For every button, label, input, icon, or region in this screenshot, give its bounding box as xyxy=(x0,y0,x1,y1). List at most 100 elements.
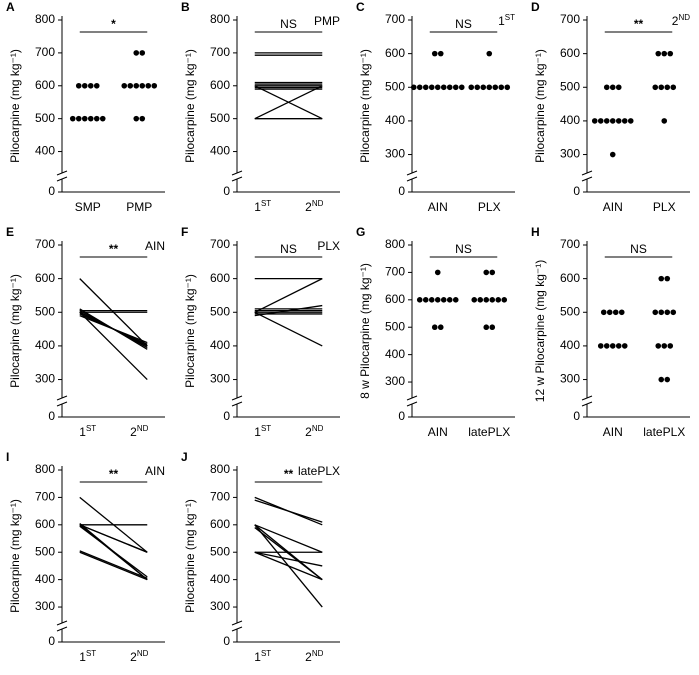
paired-line xyxy=(79,313,148,345)
data-point xyxy=(416,84,423,91)
data-point xyxy=(486,84,493,91)
y-tick-label: 0 xyxy=(48,634,55,648)
data-point xyxy=(93,82,100,89)
x-tick-label: AIN xyxy=(428,200,448,214)
data-point xyxy=(655,343,662,349)
axis-break xyxy=(56,395,68,401)
data-point xyxy=(483,297,490,303)
data-point xyxy=(99,115,106,122)
y-tick-label: 500 xyxy=(560,304,580,318)
y-tick-label: 0 xyxy=(573,184,580,198)
y-tick-label: 500 xyxy=(210,304,230,318)
data-point xyxy=(603,343,610,349)
y-tick-label: 500 xyxy=(210,544,230,558)
y-tick-label: 700 xyxy=(210,490,230,504)
text-part: 2 xyxy=(305,200,312,214)
y-tick-label: 800 xyxy=(385,237,405,251)
data-point xyxy=(606,309,613,316)
data-point xyxy=(615,343,622,349)
data-point xyxy=(498,84,505,91)
y-tick-label: 0 xyxy=(398,409,405,423)
data-point xyxy=(658,275,665,282)
significance-label: ** xyxy=(109,242,119,256)
text-part: 1 xyxy=(254,650,261,664)
y-tick-label: 600 xyxy=(35,271,55,285)
data-point xyxy=(597,118,604,124)
y-tick-label: 600 xyxy=(385,292,405,306)
text-part: 1 xyxy=(254,425,261,439)
axis-break xyxy=(56,170,68,176)
axis-break xyxy=(581,401,593,407)
y-axis-label: Pilocarpine (mg kg⁻¹) xyxy=(183,274,197,388)
data-point xyxy=(652,84,659,91)
x-tick-label: 2ND xyxy=(305,424,323,440)
panel-label: C xyxy=(356,0,365,14)
data-point xyxy=(446,297,453,303)
superscript: ND xyxy=(137,424,149,433)
data-point xyxy=(609,118,616,124)
y-tick-label: 500 xyxy=(385,319,405,333)
y-tick-label: 400 xyxy=(210,572,230,586)
data-point xyxy=(133,82,140,89)
x-tick-label: PLX xyxy=(653,200,676,214)
data-point xyxy=(452,297,459,303)
y-tick-label: 300 xyxy=(210,599,230,613)
axis-break xyxy=(231,176,243,182)
y-tick-label: 700 xyxy=(385,12,405,26)
y-tick-label: 500 xyxy=(35,304,55,318)
x-tick-label: 1ST xyxy=(254,649,271,665)
data-point xyxy=(489,324,496,331)
y-axis-label: Pilocarpine (mg kg⁻¹) xyxy=(8,274,22,388)
y-tick-label: 500 xyxy=(35,111,55,125)
data-point xyxy=(480,84,487,91)
paired-line xyxy=(79,550,148,579)
data-point xyxy=(670,309,677,316)
data-point xyxy=(477,297,484,303)
axis-break xyxy=(581,395,593,401)
data-point xyxy=(431,50,438,57)
axis-break xyxy=(581,170,593,176)
y-axis-label: Pilocarpine (mg kg⁻¹) xyxy=(533,49,547,163)
data-point xyxy=(440,84,447,91)
paired-line xyxy=(254,311,323,347)
data-point xyxy=(93,115,100,122)
significance-label: ** xyxy=(109,467,119,481)
y-tick-label: 600 xyxy=(385,46,405,60)
significance-label: NS xyxy=(630,242,647,256)
y-tick-label: 600 xyxy=(35,517,55,531)
data-point xyxy=(661,118,668,124)
data-point xyxy=(81,82,88,89)
axis-break xyxy=(231,401,243,407)
y-tick-label: 300 xyxy=(210,372,230,386)
y-tick-label: 0 xyxy=(573,409,580,423)
text-part: 1 xyxy=(79,425,86,439)
data-point xyxy=(661,343,668,349)
data-point xyxy=(133,115,140,122)
paired-line xyxy=(254,499,323,523)
data-point xyxy=(486,50,493,57)
data-point xyxy=(667,343,674,349)
y-tick-label: 400 xyxy=(385,113,405,127)
axis-break xyxy=(231,620,243,626)
paired-line xyxy=(254,524,323,608)
x-tick-label: PMP xyxy=(126,200,152,214)
axis-break xyxy=(406,395,418,401)
data-point xyxy=(139,50,146,56)
axis-break xyxy=(406,176,418,182)
superscript: ST xyxy=(505,13,515,22)
data-point xyxy=(87,82,94,89)
x-tick-label: SMP xyxy=(75,200,101,214)
superscript: ST xyxy=(261,649,271,658)
superscript: ST xyxy=(86,649,96,658)
y-tick-label: 0 xyxy=(48,184,55,198)
data-point xyxy=(434,84,441,91)
axis-break xyxy=(56,401,68,407)
data-point xyxy=(591,118,598,124)
panel-annotation: AIN xyxy=(145,464,165,478)
data-point xyxy=(489,297,496,303)
paired-line xyxy=(254,524,323,553)
x-tick-label: 1ST xyxy=(79,424,96,440)
y-axis-label: Pilocarpine (mg kg⁻¹) xyxy=(183,49,197,163)
y-tick-label: 400 xyxy=(35,144,55,158)
